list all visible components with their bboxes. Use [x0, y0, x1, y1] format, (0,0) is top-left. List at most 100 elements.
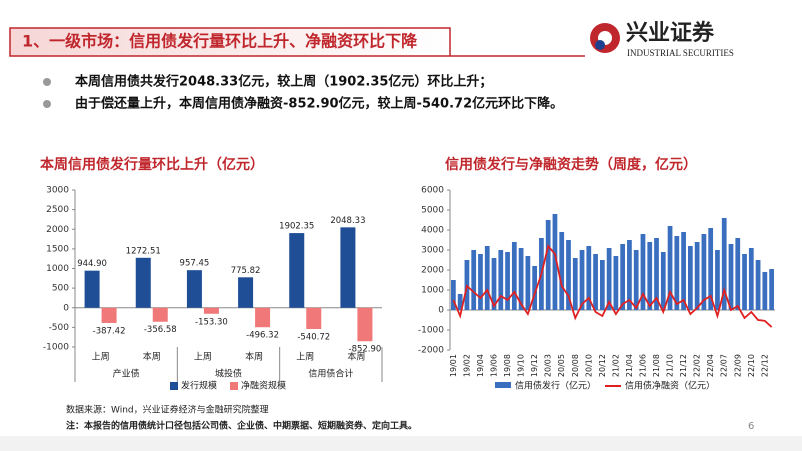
bar	[238, 277, 254, 308]
y-tick-label: 500	[52, 284, 69, 294]
bar	[101, 307, 117, 323]
bar	[687, 246, 693, 310]
bar	[471, 250, 477, 310]
bar	[203, 307, 219, 314]
y-tick-label: 2500	[46, 205, 69, 215]
x-tick-label: 22/10	[747, 354, 756, 377]
bar	[289, 233, 305, 308]
x-tick-label: 20/12	[598, 354, 607, 377]
bar	[755, 260, 761, 310]
bar	[667, 226, 673, 310]
x-tick-label: 22/07	[720, 354, 729, 377]
x-tick-label: 20/05	[557, 354, 566, 377]
bar	[620, 244, 626, 310]
x-tick-label: 上周	[194, 352, 212, 363]
title-bar	[9, 27, 451, 57]
x-tick-label: 21/10	[666, 354, 675, 377]
logo-text: 兴业证券	[626, 20, 715, 46]
legend-label: 发行规模	[181, 380, 217, 392]
data-label: 1902.35	[279, 222, 314, 232]
x-tick-label: 22/12	[760, 354, 769, 377]
bar	[586, 246, 592, 310]
legend-label: 净融资规模	[241, 380, 286, 392]
x-tick-label: 19/06	[490, 354, 499, 377]
bar	[457, 294, 463, 310]
x-tick-label: 21/08	[652, 354, 661, 377]
bar	[357, 307, 373, 342]
x-tick-label: 19/12	[530, 354, 539, 377]
y-tick-label: 0	[438, 306, 444, 316]
y-tick-label: 2000	[46, 225, 69, 235]
bar	[505, 252, 510, 310]
logo-mark	[595, 40, 605, 50]
bar	[654, 238, 659, 310]
x-tick-label: 21/12	[679, 354, 688, 377]
group-label: 信用债合计	[308, 368, 353, 380]
bar	[640, 234, 646, 310]
data-label: -153.30	[195, 317, 228, 327]
bar	[306, 307, 322, 329]
x-tick-label: 22/04	[706, 354, 715, 377]
x-tick-label: 19/04	[476, 354, 485, 377]
y-tick-label: 3000	[46, 186, 69, 196]
bar	[694, 242, 700, 310]
y-tick-label: 0	[63, 303, 69, 313]
x-tick-label: 19/08	[503, 354, 512, 377]
bar	[742, 254, 747, 310]
bar	[525, 256, 531, 310]
bar	[135, 257, 151, 308]
x-tick-label: 19/01	[449, 354, 458, 377]
y-tick-label: 1000	[46, 264, 69, 274]
x-tick-label: 上周	[296, 352, 314, 363]
x-tick-label: 20/08	[571, 354, 580, 377]
x-tick-label: 19/02	[462, 354, 471, 377]
y-tick-label: 2000	[421, 266, 444, 276]
page-number: 6	[748, 421, 754, 432]
bar	[478, 254, 483, 310]
bar	[340, 227, 356, 308]
chart-title: 信用债发行与净融资走势（周度，亿元）	[445, 156, 697, 173]
bar	[545, 220, 551, 310]
bullet-text: 由于偿还量上升，本周信用债净融资-852.90亿元，较上周-540.72亿元环比…	[75, 96, 563, 112]
legend-label: 信用债发行（亿元）	[515, 380, 596, 392]
bullet-dot	[43, 100, 51, 108]
bar	[606, 248, 612, 310]
bar	[681, 232, 686, 310]
bar	[451, 280, 456, 310]
line	[452, 244, 773, 328]
y-tick-label: 1000	[421, 286, 444, 296]
bar	[532, 266, 538, 310]
bar	[769, 269, 774, 310]
bar	[484, 246, 490, 310]
bar	[627, 240, 632, 310]
bar	[552, 214, 558, 310]
group-label: 城投债	[215, 368, 242, 380]
bar	[518, 248, 524, 310]
legend-label: 信用债净融资（亿元）	[625, 380, 715, 392]
y-tick-label: -1000	[418, 326, 444, 336]
data-label: 1272.51	[126, 246, 161, 256]
data-label: 775.82	[231, 266, 261, 276]
y-tick-label: 5000	[421, 206, 444, 216]
legend-swatch	[170, 382, 178, 390]
bar	[593, 254, 598, 310]
bar	[708, 228, 714, 310]
data-label: -356.58	[144, 325, 177, 335]
bar	[728, 244, 734, 310]
x-tick-label: 本周	[347, 351, 365, 363]
y-tick-label: 6000	[421, 186, 444, 196]
logo-subtext: INDUSTRIAL SECURITIES	[627, 48, 734, 58]
x-tick-label: 19/10	[517, 354, 526, 377]
footnote: 注：本报告的信用债统计口径包括公司债、企业债、中期票据、短期融资券、定向工具。	[66, 420, 417, 432]
bar	[674, 236, 680, 310]
y-tick-label: -500	[49, 323, 70, 333]
bar	[498, 250, 504, 310]
bar	[572, 258, 578, 310]
bar	[186, 270, 202, 308]
bar	[491, 258, 497, 310]
legend-swatch	[495, 382, 511, 388]
bar	[84, 270, 100, 308]
bar	[721, 218, 727, 310]
